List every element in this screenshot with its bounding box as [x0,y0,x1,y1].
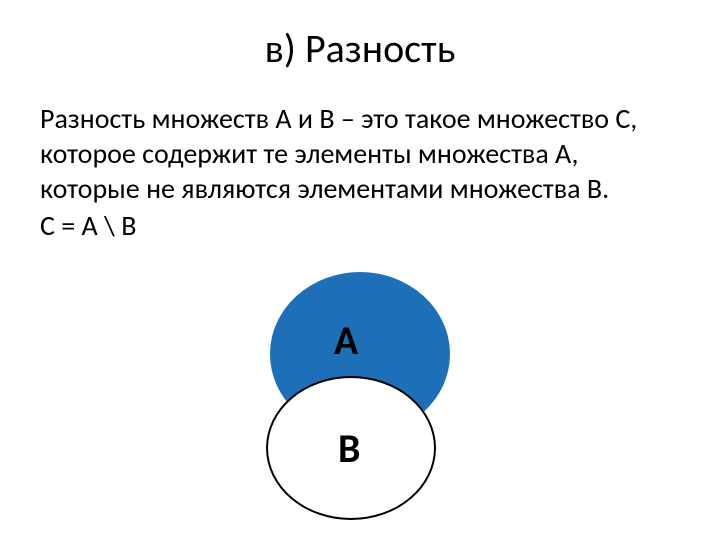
definition-text: Разность множеств А и В – это такое множ… [0,73,720,206]
slide-title: в) Разность [0,0,720,73]
set-a-label: А [334,316,358,365]
venn-diagram: А В [240,272,500,522]
formula-text: С = А \ В [0,206,720,243]
set-b-label: В [338,424,360,473]
